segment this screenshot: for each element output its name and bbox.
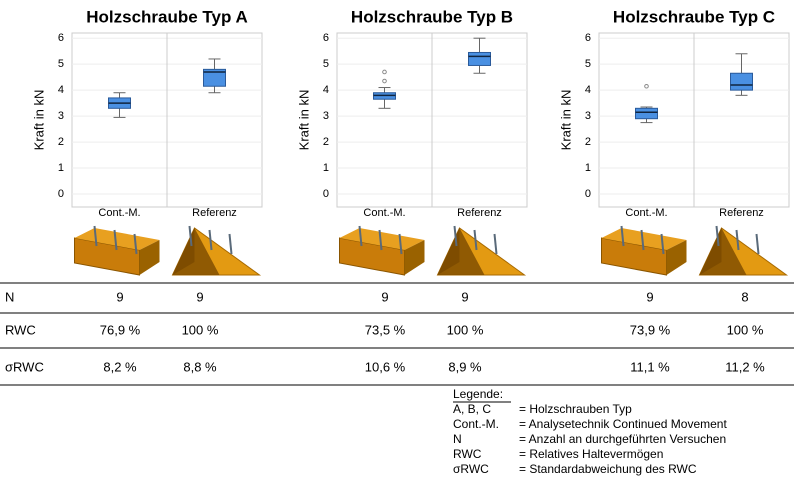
table-cell: 9	[381, 289, 388, 304]
block-illustration	[75, 226, 160, 275]
legend-title: Legende:	[453, 387, 503, 401]
y-tick-label: 0	[323, 188, 329, 200]
x-tick-label: Cont.-M.	[363, 207, 405, 219]
y-tick-label: 3	[58, 110, 64, 122]
wedge-illustration	[438, 226, 525, 275]
chart-title: Holzschraube Typ B	[351, 7, 513, 26]
x-tick-label: Referenz	[192, 207, 237, 219]
chart-title: Holzschraube Typ C	[613, 7, 775, 26]
y-tick-label: 5	[585, 58, 591, 70]
y-axis-label: Kraft in kN	[558, 90, 573, 151]
table-cell: 10,6 %	[365, 359, 406, 374]
table-cell: 100 %	[727, 322, 764, 337]
table-cell: 11,2 %	[725, 359, 765, 374]
table-cell: 73,5 %	[365, 322, 406, 337]
x-tick-label: Cont.-M.	[625, 207, 667, 219]
block-illustration	[340, 226, 425, 275]
x-tick-label: Referenz	[457, 207, 502, 219]
row-header: RWC	[5, 322, 36, 337]
table-cell: 8,8 %	[183, 359, 217, 374]
table-cell: 8,9 %	[448, 359, 482, 374]
y-tick-label: 1	[585, 162, 591, 174]
y-tick-label: 0	[58, 188, 64, 200]
table-cell: 9	[116, 289, 123, 304]
table-cell: 100 %	[447, 322, 484, 337]
y-tick-label: 6	[323, 32, 329, 44]
legend-text: = Analysetechnik Continued Movement	[519, 417, 727, 431]
table-cell: 9	[646, 289, 653, 304]
y-tick-label: 0	[585, 188, 591, 200]
y-tick-label: 3	[585, 110, 591, 122]
figure: Holzschraube Typ A Kraft in kN 0 1 2 3 4 5 6 Cont…	[0, 0, 794, 489]
outlier	[645, 84, 649, 88]
y-tick-label: 2	[585, 136, 591, 148]
legend-text: = Standardabweichung des RWC	[519, 462, 697, 476]
legend-key: σRWC	[453, 462, 489, 476]
x-tick-label: Cont.-M.	[98, 207, 140, 219]
x-tick-label: Referenz	[719, 207, 764, 219]
screw	[757, 234, 759, 254]
table-cell: 9	[461, 289, 468, 304]
y-tick-label: 4	[58, 84, 64, 96]
legend-text: = Holzschrauben Typ	[519, 402, 632, 416]
y-tick-label: 5	[58, 58, 64, 70]
y-tick-label: 5	[323, 58, 329, 70]
legend-key: N	[453, 432, 462, 446]
row-header: σRWC	[5, 359, 44, 374]
legend-key: A, B, C	[453, 402, 491, 416]
table-cell: 73,9 %	[630, 322, 671, 337]
y-tick-label: 3	[323, 110, 329, 122]
screw	[230, 234, 232, 254]
table-cell: 11,1 %	[630, 359, 670, 374]
legend-key: RWC	[453, 447, 482, 461]
box	[469, 52, 491, 65]
table-cell: 8	[741, 289, 748, 304]
row-header: N	[5, 289, 14, 304]
table-cell: 76,9 %	[100, 322, 141, 337]
y-tick-label: 1	[58, 162, 64, 174]
wedge-illustration	[700, 226, 787, 275]
y-tick-label: 2	[323, 136, 329, 148]
wedge-illustration	[173, 226, 260, 275]
block-illustration	[602, 226, 687, 275]
y-tick-label: 2	[58, 136, 64, 148]
legend-text: = Relatives Haltevermögen	[519, 447, 663, 461]
box	[731, 73, 753, 90]
y-tick-label: 6	[58, 32, 64, 44]
chart-title: Holzschraube Typ A	[86, 7, 248, 26]
y-tick-label: 6	[585, 32, 591, 44]
legend-text: = Anzahl an durchgeführten Versuchen	[519, 432, 726, 446]
outlier	[383, 79, 387, 83]
y-axis-label: Kraft in kN	[296, 90, 311, 151]
box	[636, 108, 658, 118]
y-tick-label: 1	[323, 162, 329, 174]
table-cell: 9	[196, 289, 203, 304]
y-tick-label: 4	[323, 84, 329, 96]
table-cell: 8,2 %	[103, 359, 137, 374]
legend-key: Cont.-M.	[453, 417, 499, 431]
y-tick-label: 4	[585, 84, 591, 96]
table-cell: 100 %	[182, 322, 219, 337]
screw	[495, 234, 497, 254]
y-axis-label: Kraft in kN	[31, 90, 46, 151]
outlier	[383, 70, 387, 74]
